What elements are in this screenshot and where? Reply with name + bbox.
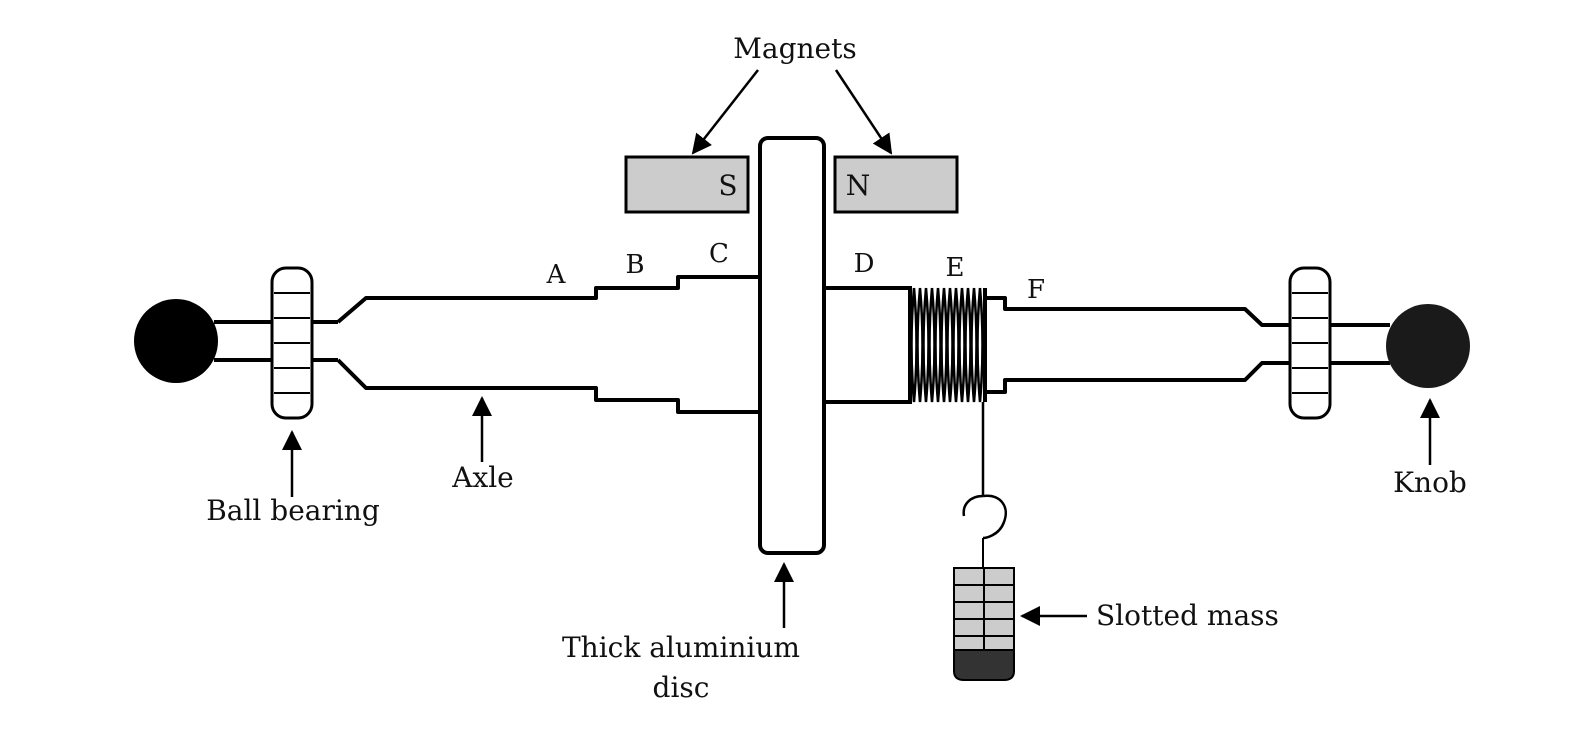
right-ball-bearing: [1288, 266, 1332, 420]
disc-label-line1: Thick aluminium: [562, 631, 800, 664]
hook: [962, 494, 1007, 540]
axle-label: Axle: [451, 461, 514, 494]
label-d: D: [854, 249, 875, 279]
magnets-arrow-left: [691, 69, 759, 155]
axle-left-bottom: [336, 358, 758, 414]
disc-label-line2: disc: [653, 671, 710, 704]
aluminium-disc: [758, 136, 826, 555]
coil: [908, 287, 987, 403]
magnet-north-label: N: [846, 169, 871, 202]
left-ball-bearing: [270, 266, 314, 420]
left-knob: [134, 299, 218, 383]
magnet-south: [624, 155, 750, 214]
left-shaft-stub: [214, 320, 338, 362]
magnet-south-label: S: [718, 169, 737, 202]
axle-far-right-top: [985, 296, 1290, 327]
label-f: F: [1027, 275, 1045, 305]
label-b: B: [625, 250, 644, 280]
magnets-label: Magnets: [733, 32, 857, 65]
magnet-north: [833, 155, 959, 214]
label-c: C: [709, 239, 729, 269]
right-knob: [1386, 304, 1470, 388]
ball-bearing-label: Ball bearing: [206, 494, 380, 527]
label-e: E: [946, 253, 965, 283]
label-a: A: [546, 260, 567, 290]
knob-label: Knob: [1393, 466, 1467, 499]
magnets-arrow-right: [834, 69, 893, 155]
slotted-mass-label: Slotted mass: [1096, 599, 1279, 632]
axle-left-top: [336, 275, 758, 324]
axle-far-right-bottom: [985, 361, 1290, 394]
right-shaft-stub: [1330, 323, 1390, 365]
slotted-mass: [953, 567, 1015, 681]
